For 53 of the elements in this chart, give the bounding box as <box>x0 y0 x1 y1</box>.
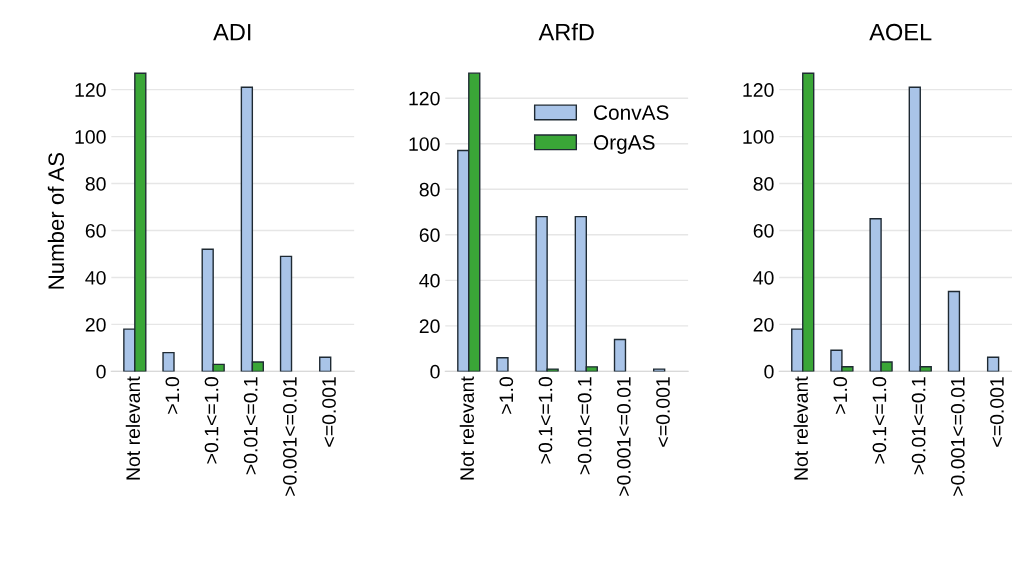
y-tick-label: 80 <box>85 177 106 191</box>
x-tick-label: >0.001<=0.01 <box>282 377 297 496</box>
bar <box>613 338 627 372</box>
x-tick-label: >0.001<=0.01 <box>950 377 965 496</box>
bar <box>652 368 666 372</box>
y-tick-label: 100 <box>743 130 774 144</box>
x-tick-label: >0.1<=1.0 <box>872 377 887 464</box>
y-tick-label: 0 <box>96 364 106 379</box>
legend-label: ConvAS <box>594 105 669 120</box>
x-tick-label: <=0.001 <box>656 377 670 447</box>
y-axis-title: Number of AS <box>47 152 65 289</box>
y-tick-label: 20 <box>419 319 440 334</box>
x-tick-label: >0.01<=0.1 <box>243 377 258 475</box>
bar <box>319 356 332 372</box>
y-tick-label: 100 <box>409 137 440 151</box>
x-tick-label: <=0.001 <box>322 377 336 447</box>
x-tick-label: >0.1<=1.0 <box>204 377 219 464</box>
x-tick-label: >0.01<=0.1 <box>577 377 592 475</box>
chart-title: ADI <box>213 24 251 41</box>
bar <box>162 351 175 372</box>
x-tick-label: >1.0 <box>499 377 514 414</box>
x-tick-label: >1.0 <box>165 377 180 414</box>
x-tick-label: >1.0 <box>833 377 848 414</box>
x-tick-label: Not relevant <box>459 376 474 480</box>
y-tick-label: 40 <box>419 273 440 288</box>
chart-title: ARfD <box>538 23 594 41</box>
y-tick-label: 60 <box>753 223 774 238</box>
y-tick-label: 100 <box>75 130 106 144</box>
y-tick-label: 80 <box>753 177 774 191</box>
legend-label: OrgAS <box>593 135 655 154</box>
y-tick-label: 20 <box>753 317 774 332</box>
x-tick-label: Not relevant <box>125 376 141 480</box>
bar <box>947 290 961 372</box>
y-tick-label: 0 <box>430 364 440 379</box>
y-tick-label: 120 <box>743 83 774 97</box>
x-tick-label: Not relevant <box>793 376 808 480</box>
x-tick-label: >0.1<=1.0 <box>538 377 553 464</box>
bar <box>986 356 1000 372</box>
x-tick-label: >0.01<=0.1 <box>911 377 926 475</box>
bar <box>279 255 293 372</box>
x-tick-label: <=0.001 <box>990 377 1004 447</box>
x-tick-label: >0.001<=0.01 <box>616 377 631 496</box>
y-tick-label: 20 <box>85 317 106 332</box>
y-tick-label: 120 <box>409 91 440 106</box>
y-tick-label: 120 <box>75 83 106 97</box>
bar <box>496 357 509 372</box>
chart-title: AOEL <box>869 23 932 41</box>
y-tick-label: 80 <box>419 182 440 197</box>
y-tick-label: 40 <box>85 270 106 285</box>
y-tick-label: 0 <box>764 364 774 379</box>
y-tick-label: 40 <box>753 270 774 285</box>
y-tick-label: 60 <box>85 223 106 238</box>
y-tick-label: 60 <box>419 228 440 243</box>
